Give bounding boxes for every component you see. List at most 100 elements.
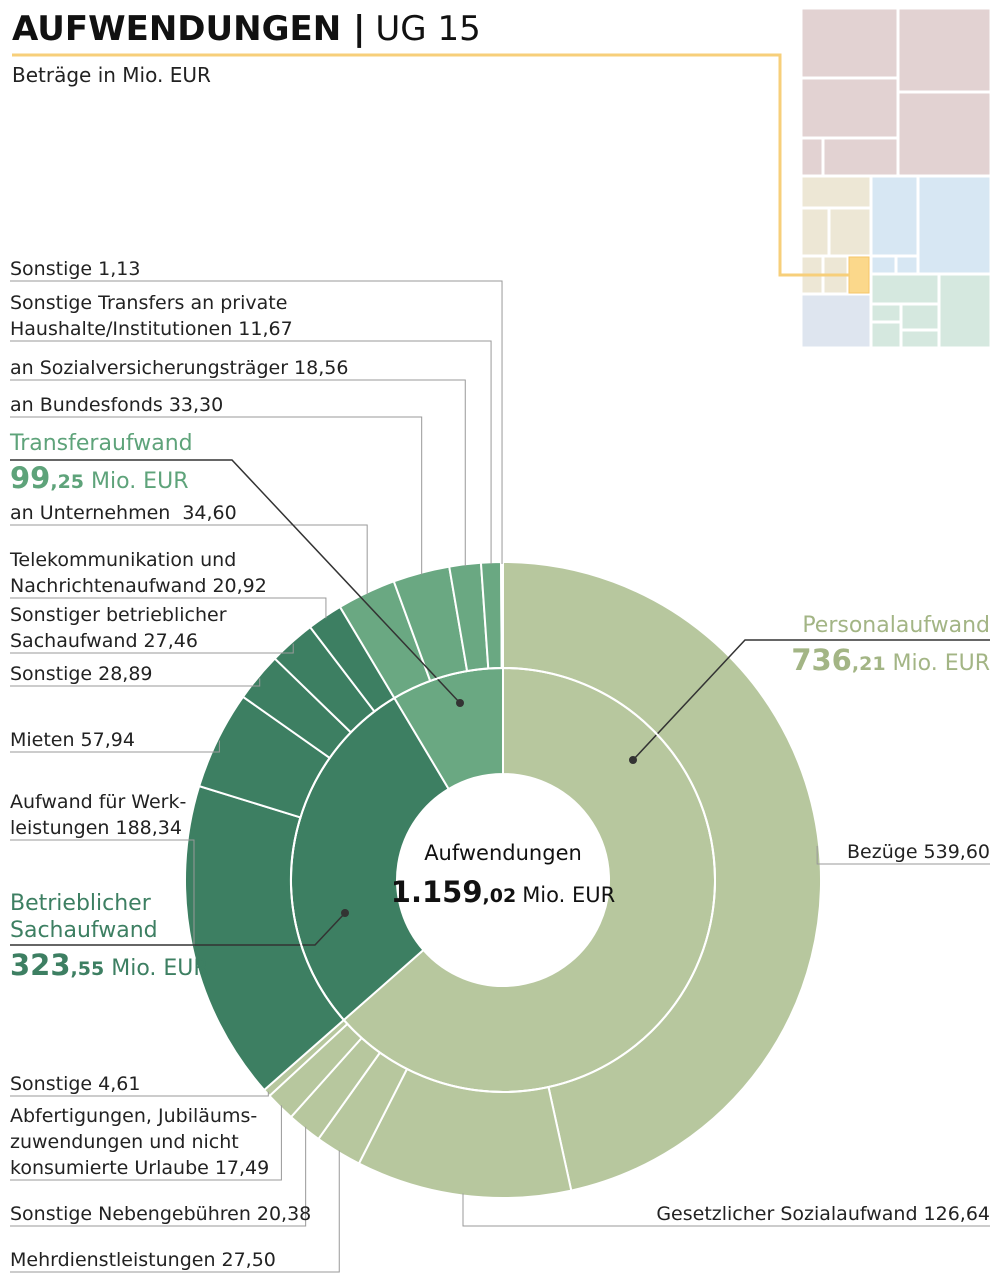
center-total: 1.159,02 Mio. EUR <box>391 875 615 909</box>
child-label: Sonstige 4,61 <box>10 1073 140 1095</box>
child-name: Mehrdienstleistungen <box>10 1249 216 1271</box>
subtitle: Beträge in Mio. EUR <box>12 63 211 87</box>
child-label: Aufwand für Werk- <box>10 791 186 813</box>
child-name: Gesetzlicher Sozialaufwand <box>656 1203 917 1225</box>
outer-wedge <box>500 560 504 670</box>
child-label: Mieten 57,94 <box>10 729 135 751</box>
child-name: Sonstige <box>10 663 92 685</box>
child-name: Sonstige <box>10 258 92 280</box>
unit: Mio. EUR <box>522 883 615 907</box>
leader-line <box>10 340 492 565</box>
category-value: 736,21 Mio. EUR <box>791 643 990 677</box>
leader-line <box>10 740 220 753</box>
leader-line <box>10 912 346 946</box>
child-label: Haushalte/Institutionen 11,67 <box>10 318 293 340</box>
leader-line <box>632 639 990 761</box>
leader-dot <box>629 756 637 764</box>
category-label: Betrieblicher <box>10 891 152 916</box>
unit: Mio. EUR <box>893 651 990 676</box>
child-name: Sonstige Transfers an private <box>10 292 287 314</box>
leader-dot <box>456 699 464 707</box>
child-label: Mehrdienstleistungen 27,50 <box>10 1249 276 1271</box>
child-name: Telekommunikation und <box>9 549 236 571</box>
child-label: Sonstige 28,89 <box>10 663 153 685</box>
child-value: 188,34 <box>115 817 181 839</box>
category-label: Personalaufwand <box>802 613 990 638</box>
child-value: 17,49 <box>215 1157 269 1179</box>
leader-line <box>462 1193 990 1227</box>
child-value: 126,64 <box>924 1203 990 1225</box>
child-name: konsumierte Urlaube <box>10 1157 209 1179</box>
leader-line <box>10 459 461 704</box>
child-label: leistungen 188,34 <box>10 817 182 839</box>
child-value: 28,89 <box>98 663 152 685</box>
child-label: an Sozialversicherungsträger 18,56 <box>10 357 348 379</box>
leader-line <box>10 524 368 595</box>
category-value: 323,55 Mio. EUR <box>10 948 209 982</box>
leader-line <box>10 597 327 619</box>
child-value: 20,92 <box>212 575 266 597</box>
center-label: Aufwendungen <box>424 841 582 865</box>
value-label: 1.159,02 <box>391 875 516 909</box>
child-label: konsumierte Urlaube 17,49 <box>10 1157 269 1179</box>
child-name: Aufwand für Werk- <box>10 791 186 813</box>
value-label: 99,25 <box>10 461 84 495</box>
child-value: 4,61 <box>98 1073 140 1095</box>
value-label: 736,21 <box>791 643 885 677</box>
child-value: 33,30 <box>169 394 223 416</box>
unit: Mio. EUR <box>111 956 208 981</box>
child-value: 27,46 <box>144 630 198 652</box>
child-label: Bezüge 539,60 <box>847 841 990 863</box>
leader-dot <box>341 909 349 917</box>
child-label: Sonstige 1,13 <box>10 258 140 280</box>
child-label: Nachrichtenaufwand 20,92 <box>10 575 267 597</box>
child-value: 27,50 <box>222 1249 276 1271</box>
child-value: 57,94 <box>81 729 135 751</box>
child-name: an Bundesfonds <box>10 394 163 416</box>
leader-line <box>10 839 195 947</box>
child-value: 18,56 <box>294 357 348 379</box>
child-label: Abfertigungen, Jubiläums- <box>10 1105 257 1127</box>
category-label: Transferaufwand <box>9 431 193 456</box>
chart-title: AUFWENDUNGEN | UG 15 <box>12 9 481 49</box>
child-name: Nachrichtenaufwand <box>10 575 206 597</box>
leader-line <box>10 678 261 687</box>
child-name: Haushalte/Institutionen <box>10 318 232 340</box>
leader-line <box>10 1091 269 1097</box>
child-label: an Unternehmen 34,60 <box>10 502 237 524</box>
category-value: 99,25 Mio. EUR <box>10 461 188 495</box>
child-label: Gesetzlicher Sozialaufwand 126,64 <box>656 1203 990 1225</box>
leader-line <box>10 280 503 565</box>
child-value: 20,38 <box>257 1203 311 1225</box>
title: AUFWENDUNGEN | <box>12 9 365 49</box>
child-name: Sonstige <box>10 1073 92 1095</box>
child-label: zuwendungen und nicht <box>10 1131 239 1153</box>
child-name: an Sozialversicherungsträger <box>10 357 288 379</box>
child-label: Sonstige Nebengebühren 20,38 <box>10 1203 311 1225</box>
wedges <box>184 560 823 1199</box>
child-label: Sonstiger betrieblicher <box>10 604 227 626</box>
child-name: Sachaufwand <box>10 630 138 652</box>
child-name: Mieten <box>10 729 75 751</box>
child-name: Sonstiger betrieblicher <box>10 604 227 626</box>
child-name: leistungen <box>10 817 109 839</box>
treemap-thumbnail <box>12 6 993 350</box>
child-name: Abfertigungen, Jubiläums- <box>10 1105 257 1127</box>
child-name: Bezüge <box>847 841 918 863</box>
leader-line <box>10 1150 340 1273</box>
child-label: an Bundesfonds 33,30 <box>10 394 223 416</box>
leader-line <box>10 643 294 654</box>
unit: Mio. EUR <box>91 469 188 494</box>
category-label: Sachaufwand <box>10 918 158 943</box>
labels: Bezüge 539,60 Gesetzlicher Sozialaufwand 12… <box>9 258 990 1273</box>
leader-line <box>10 1126 307 1227</box>
title-suffix: UG 15 <box>375 9 480 49</box>
child-name: Sonstige Nebengebühren <box>10 1203 251 1225</box>
ring-divider <box>290 667 716 1093</box>
child-name: zuwendungen und nicht <box>10 1131 239 1153</box>
leader-line <box>816 845 990 865</box>
child-name: an Unternehmen <box>10 502 176 524</box>
child-value: 539,60 <box>924 841 990 863</box>
leader-line <box>10 379 466 567</box>
